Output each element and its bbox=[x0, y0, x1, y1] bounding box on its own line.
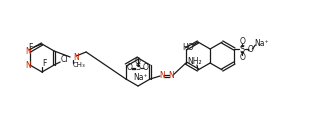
Text: N: N bbox=[25, 61, 31, 70]
Text: N: N bbox=[168, 70, 174, 80]
Text: NH₂: NH₂ bbox=[188, 58, 202, 67]
Text: O: O bbox=[248, 45, 253, 53]
Text: S: S bbox=[240, 45, 245, 53]
Text: CH₃: CH₃ bbox=[73, 62, 86, 68]
Text: O: O bbox=[135, 56, 141, 66]
Text: O: O bbox=[143, 64, 149, 72]
Text: Cl: Cl bbox=[60, 56, 68, 64]
Text: F: F bbox=[28, 43, 32, 53]
Text: O: O bbox=[239, 37, 245, 45]
Text: N: N bbox=[73, 53, 79, 61]
Text: O: O bbox=[239, 53, 245, 61]
Text: O: O bbox=[127, 64, 133, 72]
Text: N: N bbox=[25, 47, 31, 56]
Text: Na⁺: Na⁺ bbox=[134, 73, 148, 83]
Text: N: N bbox=[159, 70, 165, 80]
Text: Na⁺: Na⁺ bbox=[254, 39, 269, 48]
Text: F: F bbox=[42, 59, 46, 69]
Text: HO: HO bbox=[182, 42, 194, 51]
Text: S: S bbox=[135, 64, 141, 72]
